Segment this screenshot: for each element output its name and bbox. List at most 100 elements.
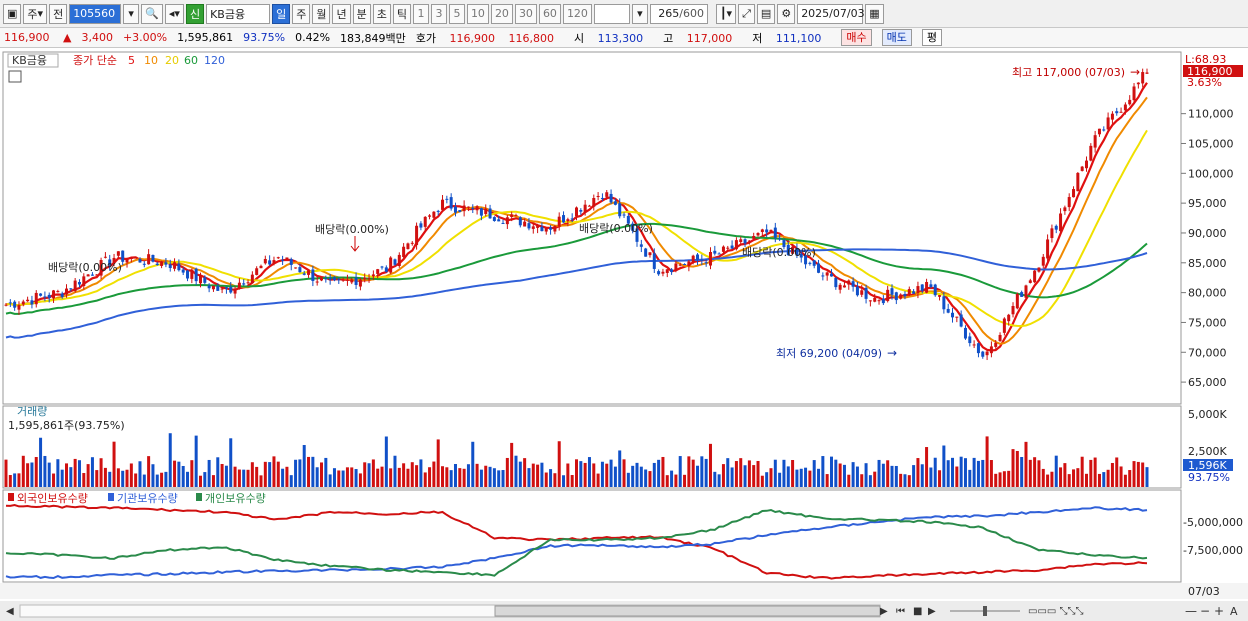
volume-panel-frame xyxy=(2,405,1182,489)
candle-body xyxy=(933,284,937,296)
candle-body xyxy=(704,262,708,264)
price-change-pct: +3.00% xyxy=(122,31,168,44)
candle-body xyxy=(890,288,894,295)
volume-bar xyxy=(121,470,125,487)
candle-body xyxy=(60,293,64,297)
period-year-tab[interactable]: 년 xyxy=(332,3,351,24)
candle-body xyxy=(69,288,73,290)
stock-name-field[interactable]: KB금융 xyxy=(206,3,271,24)
interval-60[interactable]: 60 xyxy=(538,3,561,24)
period-second-tab[interactable]: 초 xyxy=(372,3,391,24)
candle-body xyxy=(1080,166,1084,171)
candle-body xyxy=(207,285,211,289)
candle-body xyxy=(579,210,583,212)
auto-scale-icon[interactable]: A xyxy=(1230,605,1238,618)
period-tick-tab[interactable]: 틱 xyxy=(392,3,411,24)
candle-body xyxy=(17,305,21,310)
candle-type-icon[interactable]: ┃▾ xyxy=(715,3,737,24)
date-field[interactable]: 2025/07/03 xyxy=(797,3,865,24)
volume-bar xyxy=(938,470,942,487)
volume-bar xyxy=(250,462,254,487)
zoom-minus-icon[interactable]: − xyxy=(1200,604,1210,618)
candle-body xyxy=(328,278,332,280)
stop-icon[interactable]: ■ xyxy=(913,606,922,617)
save-icon[interactable]: ▤ xyxy=(756,3,776,24)
volume-bar xyxy=(294,459,298,487)
interval-dropdown-icon[interactable]: ▾ xyxy=(631,3,648,24)
period-week-tab[interactable]: 주 xyxy=(292,3,311,24)
volume-bar xyxy=(600,461,604,487)
rewind-icon[interactable]: ⏮ xyxy=(896,606,905,617)
prev-button[interactable]: 전 xyxy=(49,3,68,24)
volume-bar xyxy=(670,470,674,487)
candle-body xyxy=(462,205,466,212)
volume-bar xyxy=(462,468,466,487)
date-picker-icon[interactable]: ▦ xyxy=(865,3,884,24)
interval-30[interactable]: 30 xyxy=(514,3,537,24)
candle-body xyxy=(194,268,198,282)
candle-body xyxy=(791,246,795,254)
candle-body xyxy=(765,229,769,233)
window-icon[interactable]: ▣ xyxy=(3,3,22,24)
stock-code-input[interactable]: 105560 xyxy=(69,3,122,24)
play-icon[interactable]: ▶ xyxy=(928,606,936,617)
count-field[interactable]: 265/600 xyxy=(649,3,708,24)
interval-3[interactable]: 3 xyxy=(430,3,447,24)
volume-bar xyxy=(890,465,894,487)
volume-bar xyxy=(985,436,989,487)
gear-icon[interactable]: ⚙ xyxy=(777,3,796,24)
volume-bar xyxy=(281,468,285,487)
period-minute-tab[interactable]: 분 xyxy=(352,3,371,24)
calculator-icon[interactable] xyxy=(8,70,22,83)
interval-5[interactable]: 5 xyxy=(448,3,465,24)
candle-body xyxy=(544,228,548,232)
holding-tick-label: -7,500,000 xyxy=(1183,544,1243,557)
high-price: 고 117,000 xyxy=(663,31,733,45)
price-tick-label: 80,000 xyxy=(1188,287,1227,300)
zoom-slider-handle[interactable] xyxy=(983,606,987,616)
stock-chart[interactable]: 110,000 105,000 100,000 95,000 90,000 85,000 8… xyxy=(0,50,1248,621)
period-month-tab[interactable]: 월 xyxy=(312,3,331,24)
layout-icons[interactable]: ▭▭▭ ⤡⤡⤡ xyxy=(1028,606,1084,617)
candle-body xyxy=(540,226,544,232)
interval-1[interactable]: 1 xyxy=(412,3,429,24)
scroll-left-icon[interactable]: ◀ xyxy=(6,606,14,617)
period-main-select[interactable]: 주 ▾ xyxy=(23,3,48,24)
candle-body xyxy=(311,269,315,281)
volume-bar xyxy=(112,441,116,487)
interval-20[interactable]: 20 xyxy=(490,3,513,24)
draw-tool-icon[interactable]: ⤢ xyxy=(738,3,755,24)
code-dropdown-icon[interactable]: ▾ xyxy=(123,3,140,24)
sell-button[interactable]: 매도 xyxy=(881,29,912,46)
candle-body xyxy=(691,255,695,262)
volume-title: 거래량 xyxy=(17,405,47,418)
interval-120[interactable]: 120 xyxy=(562,3,592,24)
volume-bar xyxy=(514,455,518,487)
scroll-right-icon[interactable]: ▶ xyxy=(880,606,888,617)
volume-bar xyxy=(747,460,751,487)
candle-body xyxy=(43,296,47,298)
period-day-tab[interactable]: 일 xyxy=(272,3,291,24)
custom-interval-input[interactable] xyxy=(593,3,630,24)
candle-body xyxy=(769,229,773,233)
candle-body xyxy=(734,240,738,250)
eval-button[interactable]: 평 xyxy=(921,29,943,46)
candle-body xyxy=(1011,306,1015,315)
interval-10[interactable]: 10 xyxy=(466,3,489,24)
candle-body xyxy=(160,261,164,266)
zoom-out-icon[interactable]: — xyxy=(1185,604,1197,618)
candle-body xyxy=(670,269,674,272)
volume-bar xyxy=(562,475,566,487)
candle-body xyxy=(1067,197,1071,208)
institution-legend-swatch xyxy=(108,493,114,501)
candle-body xyxy=(605,192,609,197)
candle-body xyxy=(1102,129,1106,131)
buy-button[interactable]: 매수 xyxy=(841,29,872,46)
scrollbar-thumb[interactable] xyxy=(494,605,881,617)
speaker-icon[interactable]: ◂▾ xyxy=(164,3,184,24)
dividend-label-1: 배당락(0.00%) xyxy=(48,261,122,274)
search-icon[interactable]: 🔍 xyxy=(141,3,163,24)
dividend-label-2: 배당락(0.00%) xyxy=(315,223,389,236)
zoom-plus-icon[interactable]: + xyxy=(1214,604,1224,618)
candle-body xyxy=(743,239,747,244)
